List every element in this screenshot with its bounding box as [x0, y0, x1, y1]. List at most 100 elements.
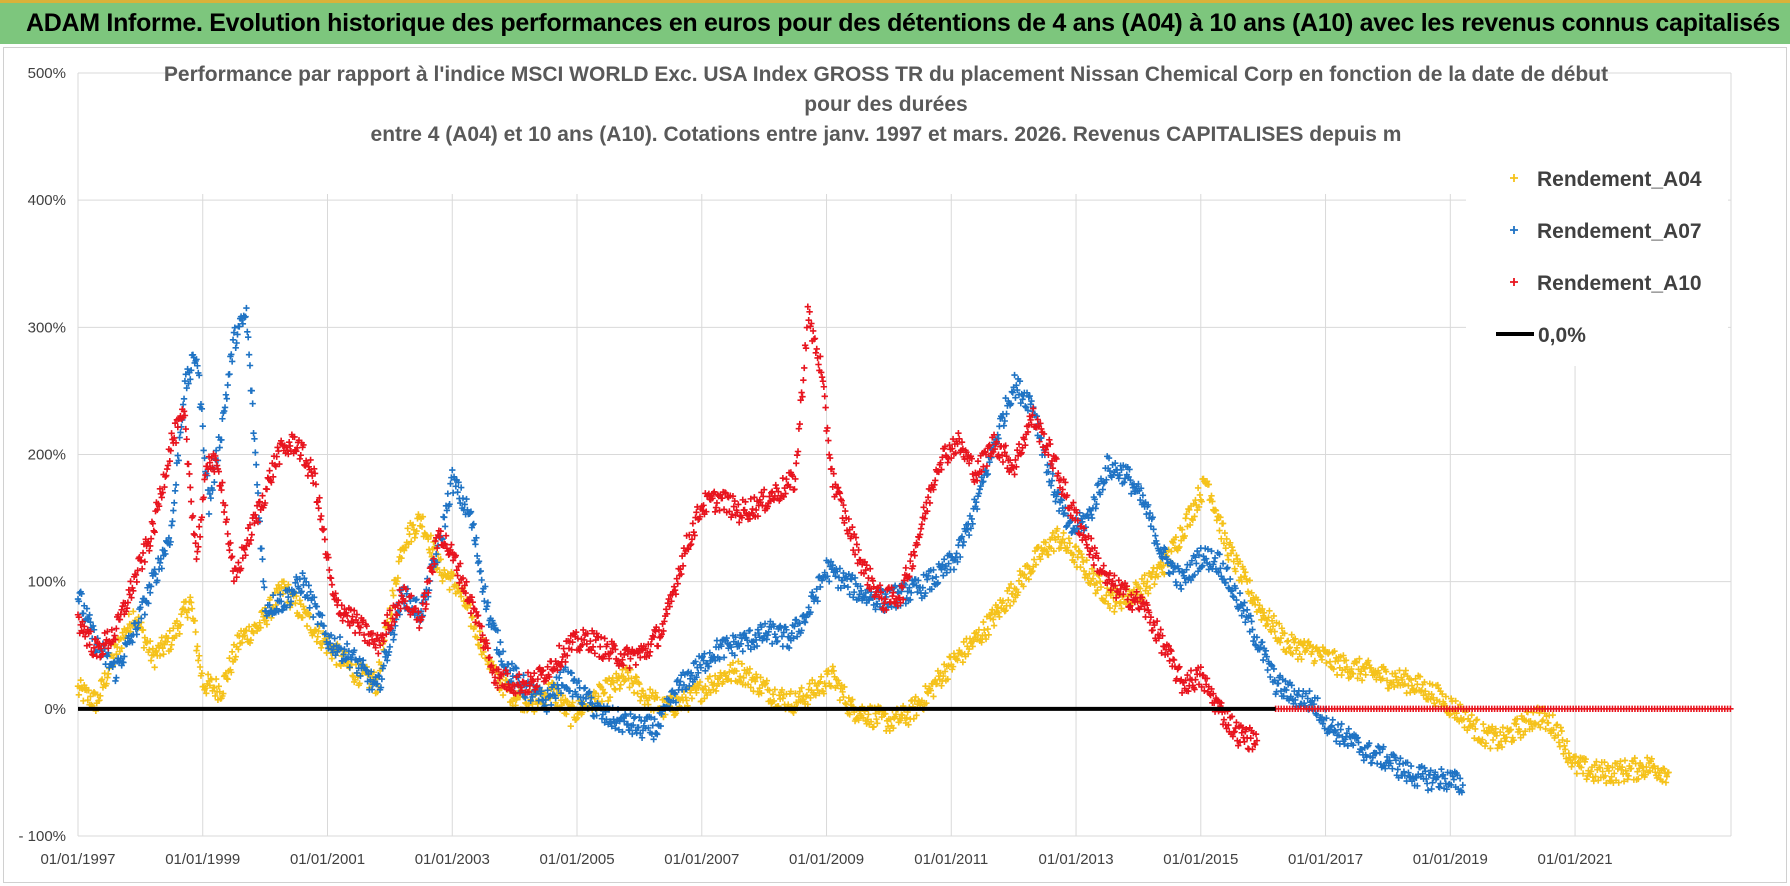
data-point: [146, 638, 154, 645]
data-point: [629, 721, 637, 729]
data-point: [1225, 556, 1232, 563]
data-point: [712, 687, 720, 695]
data-point: [314, 633, 321, 640]
data-point: [677, 678, 684, 685]
data-point: [905, 721, 912, 728]
data-point: [1192, 496, 1199, 504]
data-point: [1248, 618, 1255, 625]
data-point: [457, 499, 464, 507]
y-tick-label: - 100%: [18, 828, 66, 845]
data-point: [706, 673, 713, 680]
data-point: [910, 715, 918, 722]
data-point: [873, 715, 880, 723]
data-point: [867, 718, 875, 725]
data-point: [1260, 609, 1268, 617]
data-point: [628, 675, 635, 682]
data-point: [1640, 767, 1647, 775]
data-point: [703, 691, 711, 699]
data-point: [156, 652, 164, 659]
data-point: [1382, 668, 1390, 675]
data-point: [228, 358, 236, 365]
data-point: [1020, 583, 1027, 590]
data-point: [113, 674, 120, 681]
data-point: [135, 619, 142, 626]
data-point: [848, 576, 855, 583]
data-point: [393, 578, 401, 585]
data-point: [147, 583, 155, 590]
data-point: [285, 593, 292, 601]
data-point: [1100, 562, 1107, 569]
data-point: [630, 715, 638, 722]
data-point: [1420, 691, 1427, 699]
data-point: [1079, 558, 1087, 566]
data-point: [470, 520, 477, 528]
data-point: [1583, 775, 1590, 783]
data-point: [182, 371, 190, 378]
y-tick-label: 100%: [28, 574, 66, 591]
data-point: [78, 590, 85, 598]
data-point: [469, 521, 476, 529]
data-point: [1083, 556, 1090, 564]
data-point: [174, 452, 182, 459]
chart-title-line: Performance par rapport à l'indice MSCI …: [164, 63, 1608, 86]
data-point: [1593, 758, 1600, 765]
data-point: [83, 605, 91, 612]
data-point: [724, 676, 731, 684]
data-point: [1089, 575, 1097, 582]
data-point: [1357, 667, 1365, 675]
data-point: [469, 613, 476, 621]
data-point: [446, 586, 453, 593]
data-point: [228, 648, 236, 656]
data-point: [617, 681, 624, 689]
data-point: [654, 731, 661, 738]
data-point: [90, 626, 98, 633]
data-point: [482, 583, 489, 590]
data-point: [567, 722, 574, 730]
data-point: [976, 486, 983, 493]
data-point: [147, 657, 155, 664]
data-point: [1096, 578, 1104, 585]
data-point: [598, 698, 606, 705]
data-point: [85, 615, 92, 622]
data-point: [911, 552, 918, 559]
data-point: [433, 550, 440, 558]
data-point: [933, 680, 941, 687]
data-point: [629, 730, 636, 738]
data-point: [1281, 630, 1288, 637]
data-point: [922, 683, 929, 690]
data-point: [1186, 506, 1193, 514]
data-point: [981, 626, 988, 634]
data-point: [702, 683, 709, 690]
data-point: [1631, 754, 1638, 762]
data-point: [1601, 758, 1608, 766]
data-point: [757, 674, 764, 681]
data-point: [187, 376, 194, 383]
data-point: [763, 677, 771, 684]
data-point: [1183, 510, 1190, 518]
data-point: [1233, 552, 1240, 559]
data-point: [490, 622, 498, 629]
data-point: [1079, 554, 1086, 561]
data-point: [337, 645, 345, 652]
data-point: [425, 535, 432, 543]
data-point: [949, 663, 957, 670]
data-point: [619, 728, 626, 736]
data-point: [259, 555, 266, 563]
data-point: [202, 684, 209, 692]
data-point: [693, 689, 700, 696]
data-point: [747, 684, 754, 691]
data-point: [478, 576, 485, 584]
data-point: [116, 648, 124, 655]
data-point: [1177, 585, 1185, 593]
data-point: [887, 716, 894, 723]
data-point: [529, 700, 536, 708]
data-point: [1144, 578, 1151, 585]
data-point: [457, 589, 464, 596]
x-tick-label: 01/01/1997: [40, 851, 115, 868]
data-point: [461, 501, 468, 508]
data-point: [476, 628, 484, 635]
data-point: [853, 541, 861, 548]
data-point: [1390, 683, 1398, 691]
data-point: [778, 633, 786, 640]
data-point: [157, 555, 165, 563]
